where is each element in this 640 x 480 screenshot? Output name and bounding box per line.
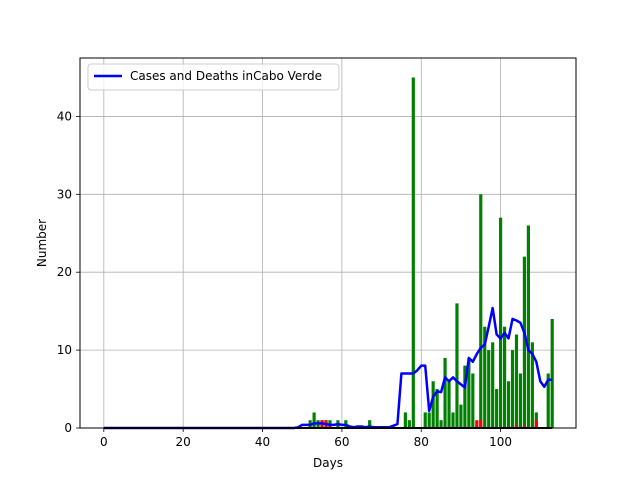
y-tick-label-2: 20 (57, 265, 72, 279)
legend: Cases and Deaths inCabo Verde (87, 63, 340, 91)
cases-bar-16 (435, 389, 439, 428)
cases-bar-19 (447, 381, 451, 428)
cases-bar-1 (312, 412, 316, 428)
cases-bar-35 (510, 350, 515, 428)
deaths-bar-4 (479, 420, 483, 428)
cases-bar-17 (439, 420, 443, 428)
x-tick-label-3: 60 (334, 435, 349, 449)
cases-bar-24 (467, 357, 471, 428)
plot-frame (79, 57, 577, 429)
grid (80, 58, 576, 429)
deaths-bar-5 (514, 424, 519, 428)
x-tick-label-4: 80 (414, 435, 429, 449)
cases-bar-9 (403, 412, 407, 428)
cases-bar-38 (522, 256, 527, 428)
deaths-bar-7 (534, 420, 538, 428)
cases-bar-45 (550, 318, 554, 428)
x-tick-label-0: 0 (100, 435, 108, 449)
y-tick-label-3: 30 (57, 187, 72, 201)
cases-bar-31 (495, 389, 499, 428)
cases-bar-28 (483, 326, 487, 428)
x-tick-label-2: 40 (255, 435, 270, 449)
cases-bar-34 (506, 381, 511, 428)
cases-bar-41 (534, 412, 538, 428)
cases-bar-29 (487, 350, 491, 428)
cases-bar-10 (407, 420, 411, 428)
x-tick-label-5: 100 (489, 435, 512, 449)
x-axis: 0 20 40 60 80 100 (100, 428, 512, 449)
y-tick-label-0: 0 (64, 421, 72, 435)
cases-bar-15 (431, 381, 435, 428)
y-tick-label-4: 40 (57, 109, 72, 123)
cases-bar-39 (526, 225, 530, 428)
x-axis-title: Days (313, 456, 343, 470)
deaths-bar-3 (475, 420, 479, 428)
cases-bar-40 (530, 342, 534, 428)
cases-bar-36 (514, 334, 519, 428)
y-axis-title: Number (35, 219, 49, 267)
legend-box (87, 63, 340, 91)
cases-bar-23 (463, 365, 467, 428)
cases-bar-27 (479, 194, 483, 428)
cases-bar-8 (368, 420, 372, 428)
cases-bar-33 (502, 326, 507, 428)
y-axis: 0 10 20 30 40 (57, 109, 80, 435)
cases-bar-18 (443, 357, 447, 428)
x-tick-label-1: 20 (176, 435, 191, 449)
cases-bar-30 (491, 342, 495, 428)
cases-bar-11 (411, 77, 415, 428)
legend-label: Cases and Deaths inCabo Verde (130, 69, 322, 83)
cases-bar-20 (451, 412, 455, 428)
bars (308, 77, 554, 428)
cases-bar-32 (499, 217, 503, 428)
cases-bar-13 (423, 412, 427, 428)
cases-bar-37 (518, 373, 523, 428)
cases-bar-44 (546, 373, 550, 428)
cases-bar-25 (471, 373, 475, 428)
y-tick-label-1: 10 (57, 343, 72, 357)
cases-bar-21 (455, 303, 459, 428)
cases-bar-14 (427, 412, 431, 428)
cases-bar-22 (459, 404, 463, 428)
deaths-bar-6 (522, 425, 527, 428)
